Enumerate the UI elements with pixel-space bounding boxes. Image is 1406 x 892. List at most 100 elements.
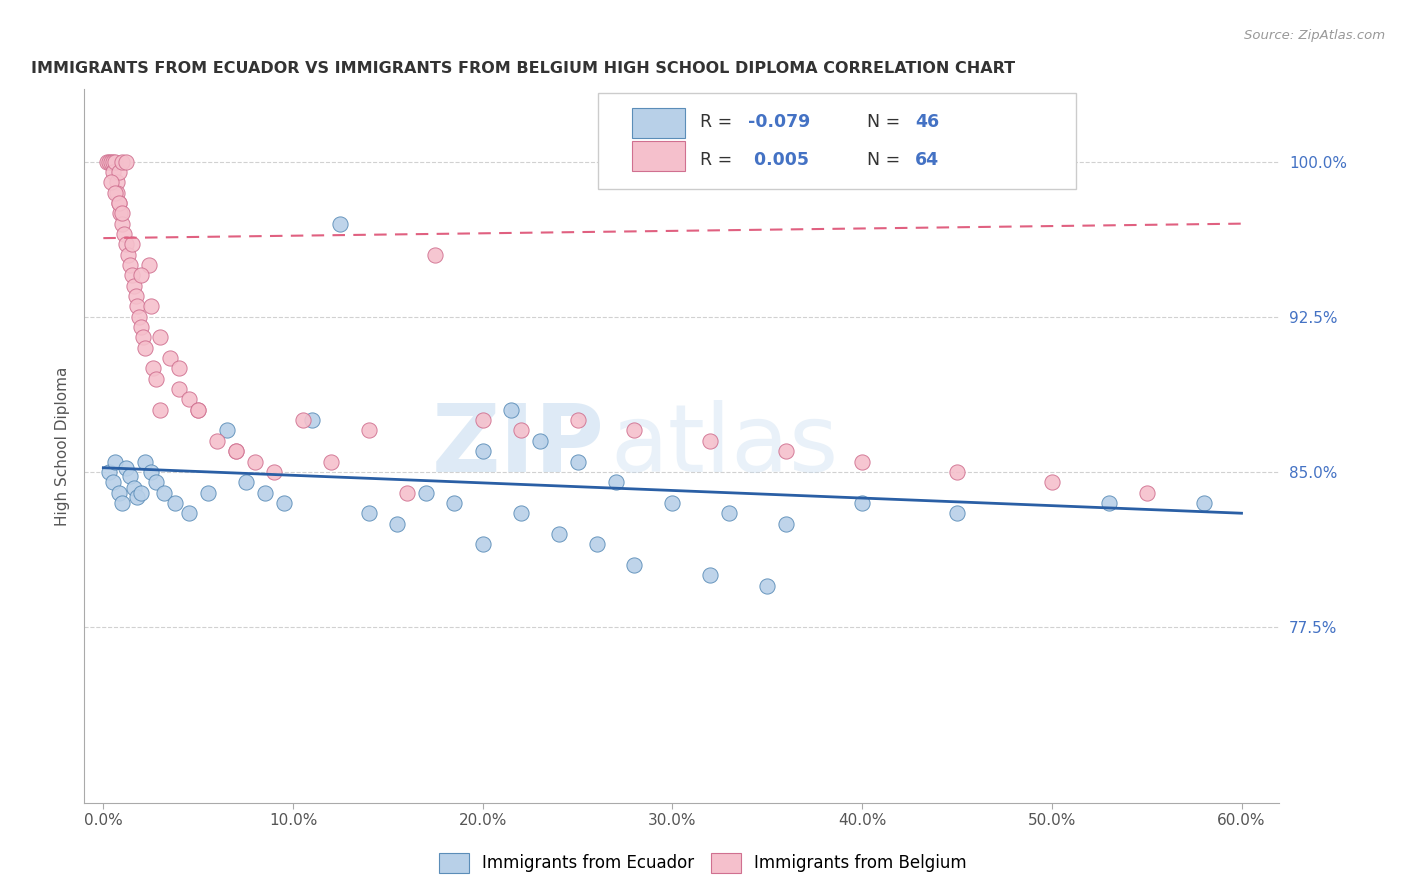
Point bbox=[105, 175, 128, 189]
Point bbox=[100, 154, 122, 169]
Text: atlas: atlas bbox=[610, 400, 838, 492]
Point bbox=[145, 372, 167, 386]
Point bbox=[98, 465, 121, 479]
Point bbox=[387, 516, 409, 531]
Point bbox=[946, 506, 969, 520]
Text: N =: N = bbox=[868, 152, 905, 169]
Point bbox=[111, 217, 134, 231]
Point bbox=[215, 424, 238, 438]
FancyBboxPatch shape bbox=[631, 141, 686, 171]
Point bbox=[718, 506, 741, 520]
Point bbox=[134, 341, 156, 355]
Text: R =: R = bbox=[700, 152, 738, 169]
Point bbox=[111, 206, 134, 220]
FancyBboxPatch shape bbox=[631, 108, 686, 137]
Point bbox=[115, 154, 138, 169]
Point bbox=[167, 361, 190, 376]
Point bbox=[104, 454, 127, 468]
Point bbox=[851, 454, 873, 468]
Point bbox=[101, 165, 124, 179]
Point bbox=[263, 465, 285, 479]
Point bbox=[139, 465, 162, 479]
Point bbox=[111, 496, 134, 510]
Point bbox=[623, 424, 645, 438]
Point bbox=[529, 434, 551, 448]
Point bbox=[124, 289, 146, 303]
Point bbox=[104, 186, 127, 200]
Point bbox=[115, 460, 138, 475]
Point bbox=[153, 485, 176, 500]
Point bbox=[159, 351, 181, 365]
Point bbox=[100, 175, 122, 189]
Point bbox=[105, 186, 128, 200]
Point bbox=[107, 165, 129, 179]
Point bbox=[357, 506, 380, 520]
Point bbox=[115, 237, 138, 252]
Point bbox=[1192, 496, 1215, 510]
Point bbox=[946, 465, 969, 479]
Point bbox=[623, 558, 645, 572]
Point bbox=[567, 454, 589, 468]
Point bbox=[253, 485, 276, 500]
Text: ZIP: ZIP bbox=[432, 400, 605, 492]
Point bbox=[319, 454, 342, 468]
Point bbox=[471, 537, 494, 551]
Point bbox=[112, 227, 135, 241]
Text: 46: 46 bbox=[915, 113, 939, 131]
Point bbox=[98, 154, 121, 169]
Point bbox=[471, 413, 494, 427]
Point bbox=[187, 402, 209, 417]
Point bbox=[117, 248, 139, 262]
Point bbox=[121, 237, 143, 252]
Point bbox=[775, 444, 797, 458]
Point bbox=[121, 268, 143, 283]
Point bbox=[585, 537, 607, 551]
Text: R =: R = bbox=[700, 113, 738, 131]
Point bbox=[471, 444, 494, 458]
Point bbox=[443, 496, 465, 510]
Point bbox=[567, 413, 589, 427]
Point bbox=[118, 258, 141, 272]
Point bbox=[96, 154, 118, 169]
Point bbox=[851, 496, 873, 510]
Point bbox=[225, 444, 247, 458]
Point bbox=[145, 475, 167, 490]
Text: N =: N = bbox=[868, 113, 905, 131]
Point bbox=[118, 469, 141, 483]
Point bbox=[395, 485, 418, 500]
Text: Source: ZipAtlas.com: Source: ZipAtlas.com bbox=[1244, 29, 1385, 42]
Point bbox=[605, 475, 627, 490]
Point bbox=[291, 413, 314, 427]
Point bbox=[177, 392, 200, 407]
FancyBboxPatch shape bbox=[599, 93, 1077, 189]
Point bbox=[547, 527, 569, 541]
Point bbox=[509, 506, 531, 520]
Point bbox=[122, 278, 145, 293]
Point bbox=[187, 402, 209, 417]
Legend: Immigrants from Ecuador, Immigrants from Belgium: Immigrants from Ecuador, Immigrants from… bbox=[432, 847, 974, 880]
Point bbox=[107, 485, 129, 500]
Point bbox=[165, 496, 187, 510]
Point bbox=[167, 382, 190, 396]
Point bbox=[756, 579, 779, 593]
Point bbox=[197, 485, 219, 500]
Point bbox=[110, 206, 132, 220]
Point bbox=[775, 516, 797, 531]
Point bbox=[329, 217, 352, 231]
Point bbox=[104, 154, 127, 169]
Point bbox=[149, 330, 172, 344]
Point bbox=[177, 506, 200, 520]
Point bbox=[273, 496, 295, 510]
Point bbox=[142, 361, 165, 376]
Point bbox=[699, 434, 721, 448]
Point bbox=[128, 310, 150, 324]
Point bbox=[1098, 496, 1121, 510]
Point bbox=[129, 320, 152, 334]
Point bbox=[1136, 485, 1159, 500]
Text: -0.079: -0.079 bbox=[748, 113, 810, 131]
Point bbox=[225, 444, 247, 458]
Point bbox=[235, 475, 257, 490]
Point bbox=[699, 568, 721, 582]
Point bbox=[509, 424, 531, 438]
Point bbox=[111, 154, 134, 169]
